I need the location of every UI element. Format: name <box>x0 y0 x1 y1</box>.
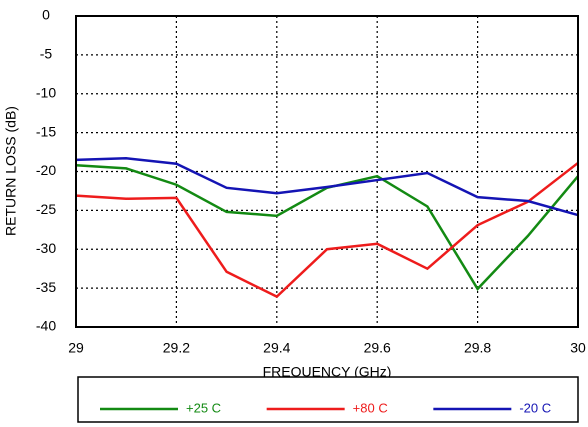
legend-label: +25 C <box>186 400 221 415</box>
y-tick-label: -20 <box>36 162 56 178</box>
x-tick-label: 29.4 <box>263 340 290 356</box>
legend-label: +80 C <box>353 400 388 415</box>
x-tick-label: 29 <box>68 340 84 356</box>
y-tick-label: 0 <box>42 7 50 23</box>
y-tick-label: -40 <box>36 318 56 334</box>
y-tick-label: -25 <box>36 201 56 217</box>
y-tick-label: -15 <box>36 123 56 139</box>
y-tick-label: -10 <box>36 84 56 100</box>
series-line <box>75 157 579 217</box>
y-tick-label: -30 <box>36 240 56 256</box>
x-tick-label: 29.2 <box>163 340 190 356</box>
x-tick-label: 29.8 <box>464 340 491 356</box>
series-line <box>75 161 579 299</box>
legend-box <box>77 376 579 423</box>
x-tick-label: 29.6 <box>364 340 391 356</box>
x-axis-label: FREQUENCY (GHz) <box>263 364 392 380</box>
plot-frame <box>75 15 579 328</box>
y-tick-label: -35 <box>36 279 56 295</box>
y-tick-label: -5 <box>40 46 53 62</box>
series-line <box>75 164 579 291</box>
legend-label: -20 C <box>519 400 551 415</box>
x-tick-label: 30 <box>570 340 586 356</box>
y-axis-label: RETURN LOSS (dB) <box>3 106 19 236</box>
